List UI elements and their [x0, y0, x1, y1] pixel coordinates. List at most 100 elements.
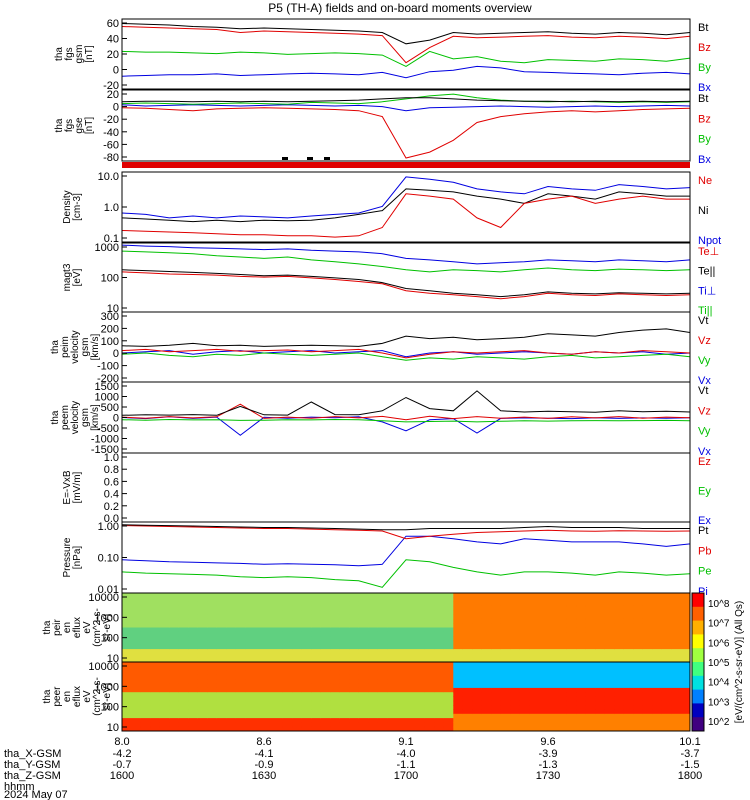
- heatmap-cell: [585, 657, 596, 663]
- y-tick-label: 0: [113, 65, 119, 77]
- heatmap-cell: [169, 618, 180, 624]
- heatmap-cell: [415, 683, 426, 689]
- colorbar-tick-label: 10^3: [708, 697, 730, 708]
- heatmap-cell: [453, 718, 464, 723]
- heatmap-cell: [245, 666, 256, 672]
- heatmap-cell: [491, 705, 502, 710]
- heatmap-cell: [197, 644, 208, 650]
- y-tick-label: 1000: [95, 242, 119, 254]
- heatmap-cell: [254, 631, 265, 637]
- heatmap-cell: [424, 674, 435, 680]
- heatmap-cell: [614, 709, 625, 715]
- heatmap-cell: [519, 709, 530, 715]
- heatmap-cell: [585, 687, 596, 693]
- heatmap-cell: [216, 640, 227, 646]
- heatmap-cell: [330, 649, 341, 654]
- heatmap-cell: [500, 683, 511, 689]
- heatmap-cell: [311, 644, 322, 650]
- panel-frame: [121, 242, 691, 313]
- x-row-value: -0.7: [113, 759, 132, 771]
- heatmap-cell: [538, 623, 549, 628]
- heatmap-cell: [538, 627, 549, 633]
- heatmap-cell: [462, 662, 473, 667]
- heatmap-cell: [339, 636, 350, 641]
- heatmap-cell: [311, 687, 322, 693]
- heatmap-cell: [197, 636, 208, 641]
- heatmap-cell: [254, 593, 265, 598]
- heatmap-cell: [491, 726, 502, 732]
- heatmap-cell: [500, 722, 511, 728]
- heatmap-cell: [443, 618, 454, 624]
- heatmap-cell: [387, 700, 398, 706]
- y-tick-label: 0.8: [104, 464, 119, 476]
- heatmap-cell: [642, 627, 653, 633]
- heatmap-cell: [453, 670, 464, 676]
- x-row-value: -0.9: [255, 759, 274, 771]
- heatmap-cell: [585, 670, 596, 676]
- heatmap-cell: [235, 722, 246, 728]
- heatmap-cell: [652, 636, 663, 641]
- heatmap-cell: [595, 597, 606, 603]
- heatmap-cell: [443, 718, 454, 723]
- heatmap-cell: [661, 640, 672, 646]
- heatmap-cell: [424, 601, 435, 607]
- heatmap-cell: [368, 662, 379, 667]
- heatmap-cell: [604, 657, 615, 663]
- heatmap-cell: [339, 674, 350, 680]
- heatmap-cell: [122, 627, 132, 633]
- heatmap-cell: [519, 657, 530, 663]
- heatmap-cell: [254, 618, 265, 624]
- heatmap-cell: [453, 687, 464, 693]
- heatmap-cell: [510, 640, 521, 646]
- heatmap-cell: [566, 644, 577, 650]
- heatmap-cell: [548, 718, 558, 723]
- colorbar-tick-label: 10^6: [708, 638, 730, 649]
- heatmap-cell: [462, 700, 473, 706]
- heatmap-cell: [472, 605, 483, 611]
- heatmap-cell: [642, 700, 653, 706]
- heatmap-cell: [434, 649, 445, 654]
- y-axis-label: E=-VxB: [62, 470, 73, 505]
- heatmap-cell: [339, 649, 350, 654]
- heatmap-cell: [282, 640, 293, 646]
- y-axis-label: magt3: [62, 263, 73, 291]
- heatmap-cell: [273, 709, 284, 715]
- heatmap-cell: [614, 657, 625, 663]
- heatmap-cell: [330, 662, 341, 667]
- heatmap-cell: [197, 593, 208, 598]
- heatmap-cell: [604, 696, 615, 702]
- heatmap-cell: [178, 679, 189, 685]
- heatmap-cell: [254, 705, 265, 710]
- heatmap-cell: [434, 709, 445, 715]
- heatmap-cell: [623, 605, 634, 611]
- heatmap-cell: [671, 666, 682, 672]
- heatmap-cell: [235, 718, 246, 723]
- heatmap-cell: [368, 623, 379, 628]
- heatmap-cell: [396, 605, 407, 611]
- heatmap-cell: [349, 709, 360, 715]
- heatmap-cell: [510, 696, 521, 702]
- heatmap-cell: [415, 605, 426, 611]
- heatmap-cell: [207, 605, 218, 611]
- heatmap-cell: [330, 601, 341, 607]
- heatmap-cell: [235, 670, 246, 676]
- heatmap-cell: [245, 692, 256, 697]
- heatmap-cell: [472, 692, 483, 697]
- heatmap-cell: [406, 666, 416, 672]
- heatmap-cell: [614, 601, 625, 607]
- heatmap-cell: [424, 593, 435, 598]
- heatmap-cell: [529, 687, 540, 693]
- heatmap-cell: [245, 636, 256, 641]
- heatmap-cell: [661, 662, 672, 667]
- heatmap-cell: [510, 597, 521, 603]
- heatmap-cell: [320, 618, 331, 624]
- heatmap-cell: [585, 644, 596, 650]
- heatmap-cell: [614, 636, 625, 641]
- heatmap-cell: [491, 644, 502, 650]
- heatmap-cell: [377, 623, 388, 628]
- heatmap-cell: [197, 662, 208, 667]
- y-tick-label: 1.0: [104, 452, 119, 464]
- heatmap-cell: [330, 726, 341, 732]
- heatmap-cell: [406, 662, 416, 667]
- heatmap-cell: [576, 640, 587, 646]
